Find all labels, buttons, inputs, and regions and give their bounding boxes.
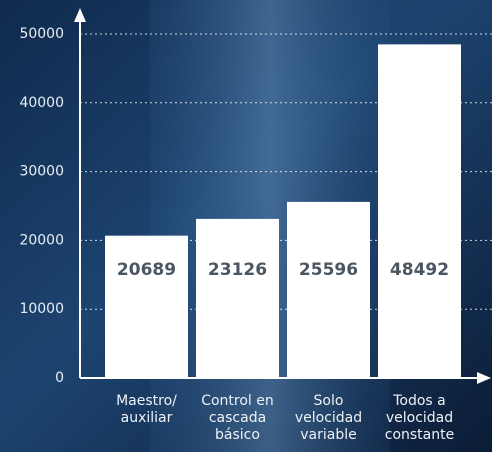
y-tick-label: 30000	[19, 164, 64, 180]
x-tick-label: básico	[215, 427, 260, 443]
y-tick-label: 0	[55, 370, 64, 386]
x-axis-arrow	[477, 372, 491, 384]
value-label: 48492	[390, 260, 449, 280]
value-label: 25596	[299, 260, 358, 280]
x-tick-label: Todos a	[392, 393, 446, 409]
x-tick-label: variable	[300, 427, 356, 443]
x-tick-label: constante	[385, 427, 454, 443]
value-label: 23126	[208, 260, 267, 280]
x-tick-label: velocidad	[386, 410, 453, 426]
bar	[105, 235, 188, 378]
value-label: 20689	[117, 260, 176, 280]
y-axis-arrow	[74, 8, 86, 22]
y-tick-label: 10000	[19, 301, 64, 317]
x-tick-label: Solo	[314, 393, 344, 409]
x-tick-label: cascada	[209, 410, 266, 426]
x-tick-label: auxiliar	[121, 410, 173, 426]
bar	[196, 218, 279, 378]
y-tick-label: 50000	[19, 26, 64, 42]
y-tick-label: 20000	[19, 232, 64, 248]
y-tick-label: 40000	[19, 95, 64, 111]
bar	[378, 44, 461, 379]
bar	[287, 201, 370, 378]
x-tick-label: Control en	[201, 393, 274, 409]
x-tick-label: velocidad	[295, 410, 362, 426]
x-tick-label: Maestro/	[116, 393, 177, 409]
